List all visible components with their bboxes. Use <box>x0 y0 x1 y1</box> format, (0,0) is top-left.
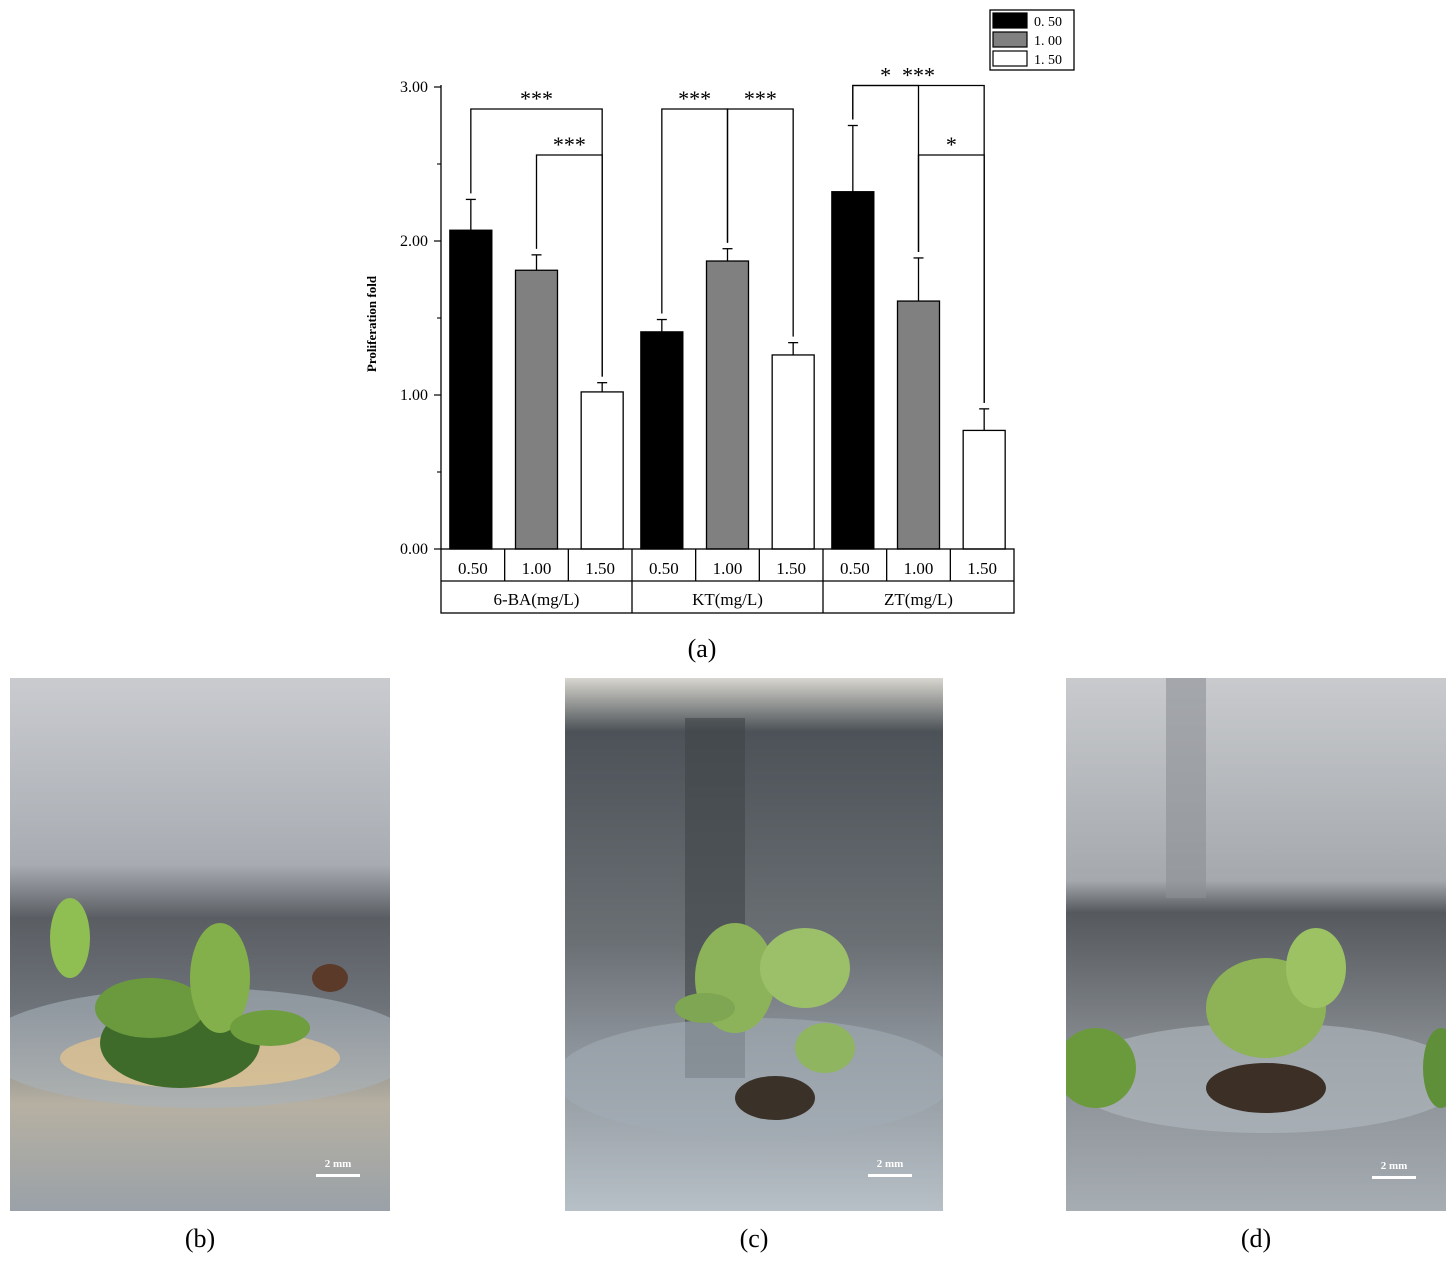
bar <box>962 429 1006 550</box>
significance-label: *** <box>744 86 777 111</box>
scale-bar-label: 2 mm <box>876 1158 904 1170</box>
x-tick-label: 1.50 <box>776 559 806 578</box>
chart-bars <box>449 124 1006 550</box>
bar <box>580 391 624 550</box>
panel-label-a: (a) <box>687 634 717 663</box>
panel-label-c: (c) <box>739 1224 769 1253</box>
scale-bar-line <box>316 1174 360 1177</box>
legend-swatch <box>992 12 1028 29</box>
x-tick-label: 0.50 <box>649 559 679 578</box>
x-tick-label: 1.50 <box>967 559 997 578</box>
bar <box>896 300 941 550</box>
chart-axes: 0.00 1.00 2.00 3.00 <box>400 79 442 558</box>
significance-label: *** <box>520 86 553 111</box>
y-tick-label: 1.00 <box>400 387 428 404</box>
bar <box>705 260 750 550</box>
y-tick-label: 0.00 <box>400 541 428 558</box>
x-tick-label: 1.00 <box>522 559 552 578</box>
x-tick-label: 1.00 <box>713 559 743 578</box>
significance-brackets: ********* ******** <box>470 63 985 403</box>
legend-swatch <box>992 31 1028 48</box>
bar <box>449 229 493 550</box>
photo-d <box>1066 678 1446 1211</box>
significance-label: * <box>880 63 891 88</box>
scale-bar-line <box>1372 1176 1416 1179</box>
bar <box>514 269 559 550</box>
scale-bar-b: 2 mm <box>316 1158 360 1177</box>
x-axis-table: 0.50 1.00 1.50 6-BA(mg/L) 0.50 1.00 1.50 KT(mg/… <box>440 548 1015 614</box>
x-tick-label: 0.50 <box>458 559 488 578</box>
photo-c <box>565 678 943 1211</box>
legend-swatch <box>992 50 1028 67</box>
plantlet-photo-d <box>1066 678 1446 1211</box>
scale-bar-label: 2 mm <box>324 1158 352 1170</box>
bar-chart: 0.001.002.003.00 ********* ******** 0.50 1… <box>364 9 1075 614</box>
photo-b <box>10 678 390 1211</box>
x-group-label: ZT(mg/L) <box>884 590 953 609</box>
scale-bar-label: 2 mm <box>1380 1160 1408 1172</box>
scale-bar-line <box>868 1174 912 1177</box>
significance-label: *** <box>902 63 935 88</box>
y-tick-label: 2.00 <box>400 233 428 250</box>
significance-bracket <box>917 154 985 403</box>
x-group-label: 6-BA(mg/L) <box>494 590 580 609</box>
scale-bar-c: 2 mm <box>868 1158 912 1177</box>
panel-label-b: (b) <box>184 1224 216 1253</box>
significance-bracket <box>535 154 603 377</box>
plantlet-photo-b <box>10 678 390 1211</box>
x-tick-label: 0.50 <box>840 559 870 578</box>
legend-label: 1. 50 <box>1034 53 1062 68</box>
x-tick-label: 1.00 <box>904 559 934 578</box>
plantlet-photo-c <box>565 678 943 1211</box>
x-group-label: KT(mg/L) <box>692 590 763 609</box>
scale-bar-d: 2 mm <box>1372 1160 1416 1179</box>
significance-label: * <box>946 132 957 157</box>
bar <box>831 191 875 550</box>
legend-label: 1. 00 <box>1034 34 1062 49</box>
y-tick-label: 3.00 <box>400 79 428 96</box>
panel-label-d: (d) <box>1240 1224 1272 1253</box>
significance-bracket <box>726 108 794 337</box>
bar <box>771 354 815 550</box>
bar <box>640 331 684 550</box>
significance-label: *** <box>678 86 711 111</box>
legend-label: 0. 50 <box>1034 15 1062 30</box>
significance-label: *** <box>553 132 586 157</box>
x-tick-label: 1.50 <box>585 559 615 578</box>
legend: 0. 50 1. 00 1. 50 <box>989 9 1075 71</box>
y-axis-label: Proliferation fold <box>364 275 379 372</box>
